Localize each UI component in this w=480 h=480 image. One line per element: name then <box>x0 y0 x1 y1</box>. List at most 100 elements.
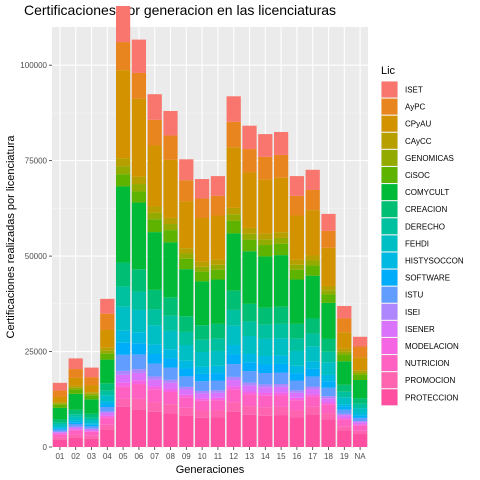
bar-segment-fehdi <box>68 416 83 421</box>
bar-segment-comycult <box>321 302 336 339</box>
bar-segment-iset <box>321 213 336 231</box>
bar-segment-cpyau <box>52 396 68 403</box>
bar-segment-iset <box>131 39 147 73</box>
bar-segment-software <box>68 422 83 424</box>
bar-segment-derecho <box>337 391 352 398</box>
bar-segment-cpyau <box>147 145 162 207</box>
bar-segment-comycult <box>163 242 178 298</box>
bar-segment-isei <box>163 379 178 383</box>
bar-segment-aypc <box>147 119 162 146</box>
bar-segment-proteccion <box>305 414 320 447</box>
bar-segment-derecho <box>258 324 273 339</box>
bar-segment-histysoccon <box>337 404 352 407</box>
bar-segment-software <box>131 343 147 355</box>
bar-segment-istu <box>242 371 257 383</box>
bar-segment-genomicas <box>273 237 289 244</box>
bar-segment-promocion <box>179 407 194 416</box>
bar-segment-iset <box>147 94 162 120</box>
bar-segment-proteccion <box>352 434 368 447</box>
legend-item-cpyau: CPyAU <box>381 115 431 133</box>
bar-segment-isei <box>52 431 68 433</box>
bar-segment-aypc <box>289 195 305 216</box>
bar-segment-fehdi <box>115 306 131 331</box>
legend-label: PROTECCION <box>405 393 459 402</box>
bar-segment-aypc <box>131 72 147 99</box>
bar-segment-promocion <box>194 410 210 418</box>
legend-swatch <box>381 286 398 303</box>
bar-segment-histysoccon <box>258 355 273 365</box>
bar-segment-creacion <box>273 306 289 324</box>
legend-label: DERECHO <box>405 222 445 231</box>
legend-label: FEHDI <box>405 239 429 248</box>
bar-segment-iset <box>163 111 178 136</box>
bar-segment-comycult <box>131 202 147 270</box>
bar-segment-proteccion <box>163 413 178 447</box>
legend-swatch <box>381 218 398 235</box>
bar-segment-istu <box>305 376 320 387</box>
bar-segment-genomicas <box>179 253 194 259</box>
bar-segment-derecho <box>131 291 147 310</box>
bar-segment-creacion <box>258 307 273 325</box>
bar-segment-derecho <box>242 321 257 337</box>
bar-segment-genomicas <box>163 224 178 231</box>
bar-segment-creacion <box>242 303 257 322</box>
legend-swatch <box>381 115 398 132</box>
legend-label: MODELACION <box>405 342 459 351</box>
bar-segment-cisoc <box>289 269 305 280</box>
bar-segment-comycult <box>210 279 226 324</box>
bar-segment-software <box>52 428 68 430</box>
bar-segment-creacion <box>179 316 194 332</box>
bar-segment-isener <box>52 432 68 434</box>
bar-stack-07 <box>147 94 162 447</box>
legend-swatch <box>381 252 398 269</box>
bar-segment-histysoccon <box>242 353 257 363</box>
bar-segment-histysoccon <box>147 344 162 354</box>
bar-stack-10 <box>194 179 210 447</box>
bar-stack-12 <box>226 96 241 447</box>
bar-segment-derecho <box>84 417 99 420</box>
bar-segment-promocion <box>242 406 257 415</box>
bar-segment-creacion <box>321 338 336 352</box>
x-tick-label: 04 <box>103 452 112 461</box>
bar-segment-proteccion <box>68 437 83 447</box>
bar-segment-genomicas <box>352 372 368 375</box>
bar-segment-aypc <box>84 377 99 386</box>
bar-segment-isener <box>258 387 273 393</box>
bar-segment-isei <box>84 428 99 430</box>
bar-segment-cpyau <box>258 179 273 234</box>
bar-segment-modelacion <box>305 394 320 397</box>
legend-label: NUTRICION <box>405 359 450 368</box>
bar-segment-fehdi <box>258 338 273 356</box>
bar-segment-isener <box>273 386 289 393</box>
bar-segment-comycult <box>194 281 210 326</box>
bar-segment-genomicas <box>210 264 226 270</box>
bar-segment-proteccion <box>147 411 162 447</box>
bar-segment-cpyau <box>179 201 194 249</box>
bar-segment-promocion <box>147 402 162 412</box>
bar-segment-comycult <box>115 186 131 263</box>
bar-segment-iset <box>68 358 83 370</box>
bar-segment-comycult <box>273 255 289 307</box>
bar-segment-cisoc <box>352 374 368 381</box>
bar-segment-software <box>258 364 273 374</box>
bar-segment-fehdi <box>147 325 162 345</box>
bar-segment-fehdi <box>242 336 257 354</box>
bar-segment-nutricion <box>226 389 241 403</box>
bar-segment-fehdi <box>273 338 289 356</box>
bar-segment-cpyau <box>273 177 289 233</box>
bar-segment-caycc <box>242 227 257 234</box>
bar-segment-proteccion <box>226 411 241 447</box>
bar-segment-caycc <box>273 232 289 238</box>
bar-segment-isei <box>131 369 147 373</box>
bar-segment-promocion <box>226 402 241 412</box>
legend-item-promocion: PROMOCION <box>381 371 455 389</box>
bar-segment-promocion <box>52 437 68 440</box>
legend-swatch <box>381 201 398 218</box>
x-tick-label: 09 <box>182 452 191 461</box>
bar-segment-fehdi <box>100 395 115 402</box>
bar-segment-caycc <box>84 392 99 394</box>
bar-segment-cisoc <box>84 395 99 400</box>
bar-segment-creacion <box>52 419 68 423</box>
bar-segment-creacion <box>163 297 178 316</box>
